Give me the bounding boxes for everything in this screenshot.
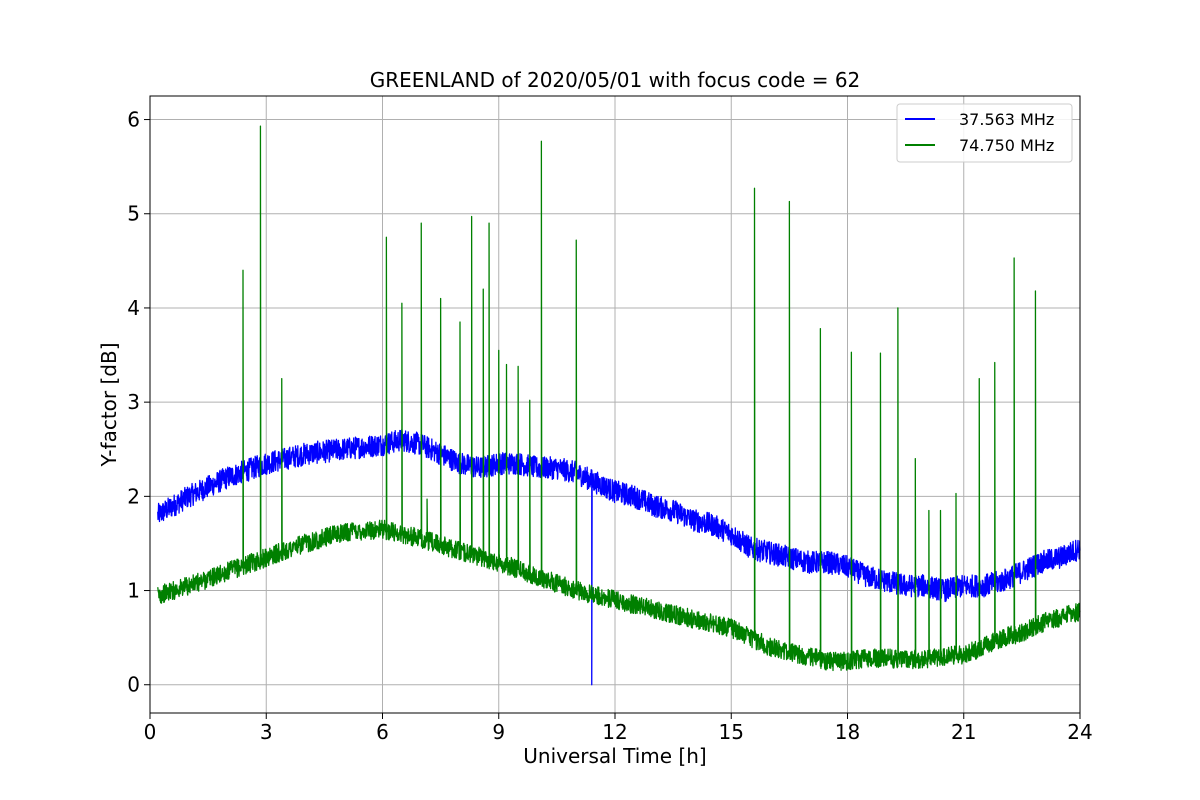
legend-label: 37.563 MHz bbox=[959, 110, 1054, 129]
series-layer bbox=[157, 125, 1081, 686]
x-tick-label: 24 bbox=[1067, 720, 1092, 744]
legend: 37.563 MHz 74.750 MHz bbox=[896, 103, 1073, 163]
x-tick-label: 21 bbox=[951, 720, 976, 744]
x-tick-label: 3 bbox=[260, 720, 273, 744]
chart-title: GREENLAND of 2020/05/01 with focus code … bbox=[370, 68, 861, 92]
legend-label: 74.750 MHz bbox=[959, 136, 1054, 155]
x-tick-label: 6 bbox=[376, 720, 389, 744]
x-tick-label: 0 bbox=[144, 720, 157, 744]
legend-box bbox=[896, 103, 1073, 163]
x-tick-label: 9 bbox=[492, 720, 505, 744]
y-tick-label: 3 bbox=[127, 390, 140, 414]
y-tick-label: 2 bbox=[127, 484, 140, 508]
x-axis-title: Universal Time [h] bbox=[523, 744, 706, 768]
y-tick-label: 1 bbox=[127, 579, 140, 603]
series-line-1 bbox=[157, 428, 1081, 686]
y-tick-label: 0 bbox=[127, 673, 140, 697]
x-tick-label: 12 bbox=[602, 720, 627, 744]
series-line-2 bbox=[157, 125, 1081, 672]
y-axis-title: Y-factor [dB] bbox=[97, 342, 121, 467]
y-tick-label: 5 bbox=[127, 202, 140, 226]
x-tick-label: 15 bbox=[719, 720, 744, 744]
x-tick-label: 18 bbox=[835, 720, 860, 744]
y-tick-label: 4 bbox=[127, 296, 140, 320]
y-tick-label: 6 bbox=[127, 108, 140, 132]
